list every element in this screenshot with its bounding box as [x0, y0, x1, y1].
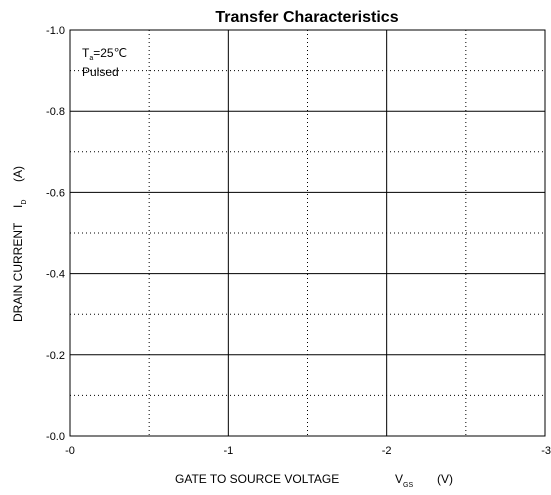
- x-axis-label: GATE TO SOURCE VOLTAGE VGS (V): [175, 472, 453, 489]
- y-tick-label-5: -1.0: [46, 25, 65, 37]
- major-gridlines: [70, 30, 545, 436]
- y-axis-label-unit: (A): [11, 166, 25, 182]
- x-axis-label-unit: (V): [437, 472, 453, 486]
- minor-gridlines: [70, 30, 545, 436]
- y-axis-label-symbol: ID: [11, 200, 28, 208]
- plot-frame: [69, 29, 546, 437]
- x-axis-label-main: GATE TO SOURCE VOLTAGE: [175, 472, 339, 486]
- y-axis-label: DRAIN CURRENT ID (A): [11, 166, 28, 322]
- y-tick-labels: -0.0 -0.2 -0.4 -0.6 -0.8 -1.0: [46, 25, 65, 443]
- y-tick-label-0: -0.0: [46, 431, 65, 443]
- x-tick-label-2: -2: [382, 445, 392, 457]
- x-tick-label-3: -3: [541, 445, 551, 457]
- annotation-box: Ta=25℃ Pulsed: [82, 46, 127, 79]
- chart-title: Transfer Characteristics: [215, 9, 398, 26]
- y-tick-label-2: -0.4: [46, 269, 65, 281]
- y-tick-label-3: -0.6: [46, 187, 65, 199]
- x-tick-label-0: -0: [65, 445, 75, 457]
- annotation-pulsed: Pulsed: [82, 65, 119, 79]
- x-axis-label-symbol: VGS: [395, 472, 413, 489]
- x-tick-labels: -0 -1 -2 -3: [65, 445, 551, 457]
- y-tick-label-4: -0.8: [46, 106, 65, 118]
- y-tick-label-1: -0.2: [46, 350, 65, 362]
- x-tick-label-1: -1: [223, 445, 233, 457]
- y-axis-label-main: DRAIN CURRENT: [11, 222, 25, 322]
- annotation-temperature: Ta=25℃: [82, 46, 127, 62]
